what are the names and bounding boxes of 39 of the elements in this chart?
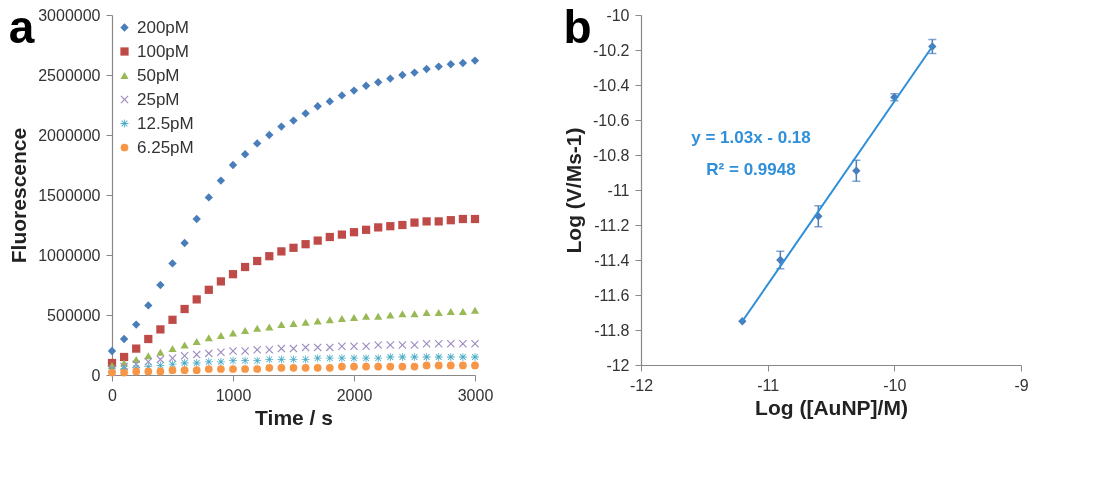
x-axis-title: Time / s: [255, 405, 333, 429]
y-tick-label: -10: [606, 6, 630, 24]
annotation: R² = 0.9948: [706, 160, 796, 179]
x-tick-label: 0: [108, 386, 118, 404]
y-tick-label: 1500000: [38, 186, 101, 204]
legend-label: 6.25pM: [137, 137, 194, 157]
legend-label: 50pM: [137, 65, 180, 85]
legend-label: 200pM: [137, 17, 189, 37]
y-tick-label: -11: [607, 181, 630, 199]
y-tick-label: 1000000: [38, 246, 101, 264]
y-tick-label: 2500000: [38, 66, 101, 84]
y-tick-label: -10.4: [593, 76, 630, 94]
y-tick-label: -12: [606, 356, 630, 374]
x-tick-label: -12: [629, 376, 654, 394]
y-tick-label: -10.8: [593, 146, 630, 164]
x-tick-label: -9: [1014, 376, 1029, 394]
y-tick-label: -11.4: [594, 251, 630, 269]
x-tick-label: 1000: [215, 386, 252, 404]
y-tick-label: 500000: [47, 306, 101, 324]
chart-title: a: [8, 1, 35, 53]
x-tick-label: -11: [757, 376, 780, 394]
x-axis-title: Log ([AuNP]/M): [755, 395, 908, 419]
legend-label: 25pM: [137, 89, 180, 109]
y-axis-title: Fluorescence: [7, 127, 31, 264]
y-tick-label: -11.6: [594, 286, 630, 304]
y-tick-label: -11.2: [594, 216, 630, 234]
legend-label: 100pM: [137, 41, 189, 61]
chart-title: b: [563, 1, 592, 53]
y-tick-label: 3000000: [38, 6, 101, 24]
x-tick-label: 2000: [336, 386, 373, 404]
y-tick-label: -11.8: [594, 321, 630, 339]
x-tick-label: 3000: [457, 386, 494, 404]
y-tick-label: -10.6: [593, 111, 630, 129]
y-tick-label: -10.2: [593, 41, 630, 59]
y-axis-title: Log (V/Ms-1): [562, 127, 586, 254]
legend-label: 12.5pM: [137, 113, 194, 133]
y-tick-label: 2000000: [38, 126, 101, 144]
annotation: y = 1.03x - 0.18: [691, 128, 811, 147]
x-tick-label: -10: [883, 376, 907, 394]
